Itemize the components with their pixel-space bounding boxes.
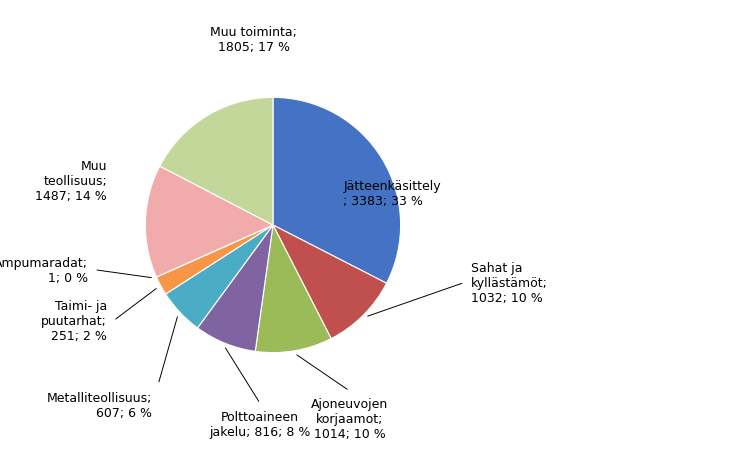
Text: Jätteenkäsittely
; 3383; 33 %: Jätteenkäsittely ; 3383; 33 % bbox=[343, 179, 441, 207]
Wedge shape bbox=[156, 226, 273, 295]
Wedge shape bbox=[255, 226, 331, 353]
Wedge shape bbox=[165, 226, 273, 328]
Text: Sahat ja
kyllästämöt;
1032; 10 %: Sahat ja kyllästämöt; 1032; 10 % bbox=[471, 261, 547, 304]
Text: Muu
teollisuus;
1487; 14 %: Muu teollisuus; 1487; 14 % bbox=[35, 160, 107, 202]
Text: Metalliteollisuus;
607; 6 %: Metalliteollisuus; 607; 6 % bbox=[47, 391, 152, 419]
Text: Ampumaradat;
1; 0 %: Ampumaradat; 1; 0 % bbox=[0, 256, 88, 284]
Text: Ajoneuvojen
korjaamot;
1014; 10 %: Ajoneuvojen korjaamot; 1014; 10 % bbox=[311, 397, 388, 440]
Text: Polttoaineen
jakelu; 816; 8 %: Polttoaineen jakelu; 816; 8 % bbox=[210, 410, 311, 438]
Wedge shape bbox=[159, 98, 273, 226]
Wedge shape bbox=[273, 98, 401, 284]
Wedge shape bbox=[156, 226, 273, 277]
Text: Muu toiminta;
1805; 17 %: Muu toiminta; 1805; 17 % bbox=[211, 26, 297, 54]
Text: Taimi- ja
puutarhat;
251; 2 %: Taimi- ja puutarhat; 251; 2 % bbox=[41, 299, 107, 342]
Wedge shape bbox=[145, 167, 273, 277]
Wedge shape bbox=[273, 226, 387, 339]
Wedge shape bbox=[198, 226, 273, 352]
